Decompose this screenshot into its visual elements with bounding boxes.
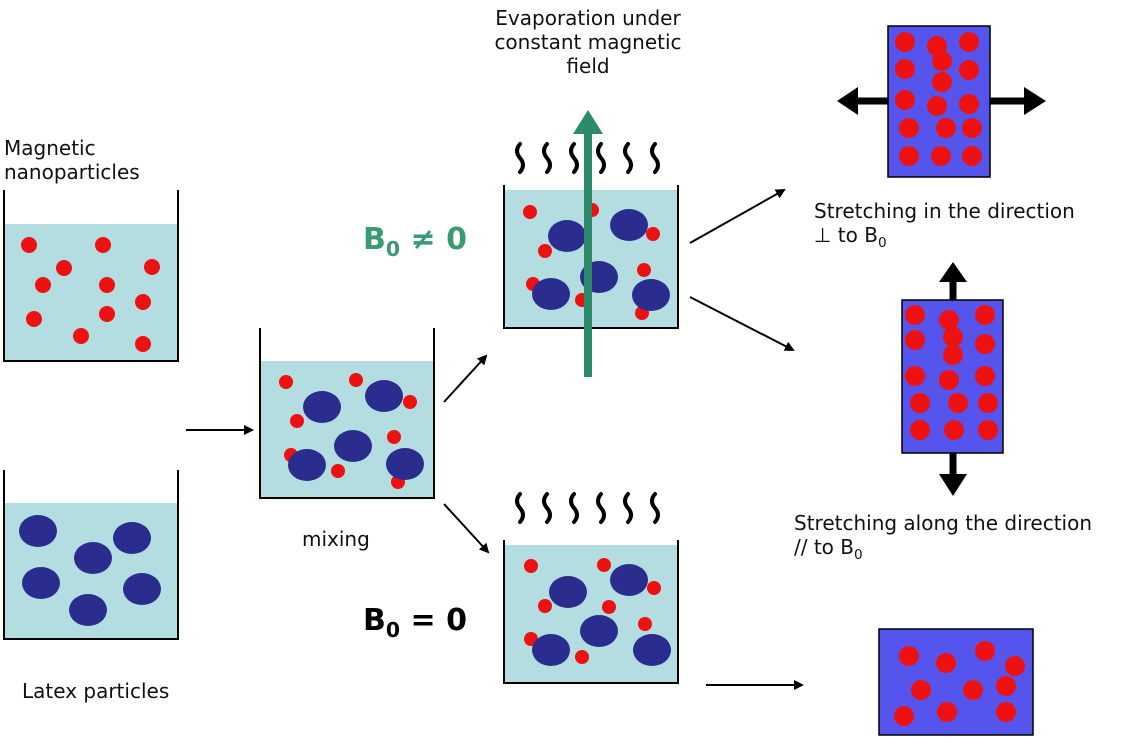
beaker-latex-particles — [3, 470, 179, 640]
vapor-waves — [515, 142, 660, 174]
nanoparticle-group — [21, 237, 160, 352]
beaker-magnetic-nanoparticles — [3, 190, 179, 362]
arrow-to-field-off — [443, 503, 490, 554]
latex-particles-label: Latex particles — [22, 679, 170, 703]
arrow-to-field-on — [443, 354, 488, 403]
vapor-waves — [515, 492, 660, 524]
film-stretched-parallel — [901, 262, 1004, 496]
film-no-field — [878, 628, 1034, 736]
arrow-to-film-parallel — [689, 296, 795, 351]
field-on-label: B0 ≠ 0 — [363, 222, 467, 262]
stretch-perpendicular-label: Stretching in the direction ⊥ to B0 — [814, 199, 1075, 251]
field-off-label: B0 = 0 — [363, 603, 467, 643]
magnetic-nanoparticles-label: Magnetic nanoparticles — [4, 136, 140, 184]
latex-particle-group — [19, 515, 161, 626]
arrow-to-film-perp — [689, 189, 786, 244]
evaporation-label: Evaporation under constant magnetic fiel… — [494, 6, 682, 78]
beaker-evaporation-field-on — [503, 110, 679, 377]
field-arrow — [573, 110, 603, 377]
film-stretched-perpendicular — [837, 25, 1046, 178]
beaker-evaporation-field-off — [503, 492, 679, 684]
beaker-mixing — [259, 328, 435, 499]
stretch-parallel-label: Stretching along the direction // to B0 — [794, 511, 1093, 563]
mixing-label: mixing — [302, 527, 370, 551]
